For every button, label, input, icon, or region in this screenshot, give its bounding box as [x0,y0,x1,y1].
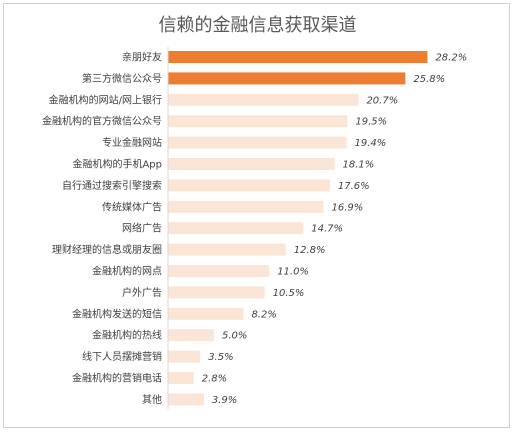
value-label: 11.0% [277,267,309,278]
value-label: 10.5% [273,288,305,299]
bar [168,51,428,63]
category-label: 第三方微信公众号 [82,72,162,85]
category-label: 金融机构的热线 [92,329,162,342]
value-label: 12.8% [294,245,326,256]
value-label: 3.5% [208,352,233,363]
value-label: 5.0% [222,331,247,342]
bar [168,158,335,170]
value-label: 25.8% [413,74,445,85]
value-label: 16.9% [331,202,363,213]
category-label: 网络广告 [122,222,162,235]
value-label: 14.7% [311,224,343,235]
category-label: 金融机构的网站/网上银行 [49,93,162,106]
bar [168,393,204,406]
bar [168,265,270,277]
bar [168,200,324,213]
bar [168,372,194,384]
chart-title: 信赖的金融信息获取渠道 [158,15,357,36]
category-label: 金融机构的手机App [72,158,162,171]
bar [168,179,330,192]
bar [168,243,286,256]
category-label: 专业金融网站 [102,136,162,149]
bar [168,350,201,363]
bar [168,93,359,106]
category-label: 亲朋好友 [122,51,162,64]
category-label: 金融机构发送的短信 [72,307,162,320]
category-label: 户外广告 [122,286,162,299]
bar [168,115,348,128]
category-label: 金融机构的官方微信公众号 [42,115,162,128]
bar [168,329,214,342]
value-label: 28.2% [435,53,467,64]
category-label: 传统媒体广告 [102,200,162,213]
value-label: 19.4% [354,138,386,149]
value-label: 19.5% [355,117,387,128]
value-label: 17.6% [338,181,370,192]
bar [168,136,347,149]
category-label: 金融机构的网点 [92,265,162,278]
value-label: 3.9% [212,395,237,406]
bar [168,72,406,85]
value-label: 20.7% [366,95,398,106]
category-label: 自行通过搜索引擎搜索 [62,179,162,192]
value-label: 18.1% [343,160,375,171]
bar [168,307,244,320]
bar [168,222,304,235]
value-label: 2.8% [202,374,227,385]
category-label: 金融机构的营销电话 [72,372,162,385]
category-label: 理财经理的信息或朋友圈 [52,243,162,256]
value-label: 8.2% [251,309,276,320]
bar [168,286,265,299]
category-label: 其他 [142,393,162,406]
category-label: 线下人员摆摊营销 [82,350,162,363]
